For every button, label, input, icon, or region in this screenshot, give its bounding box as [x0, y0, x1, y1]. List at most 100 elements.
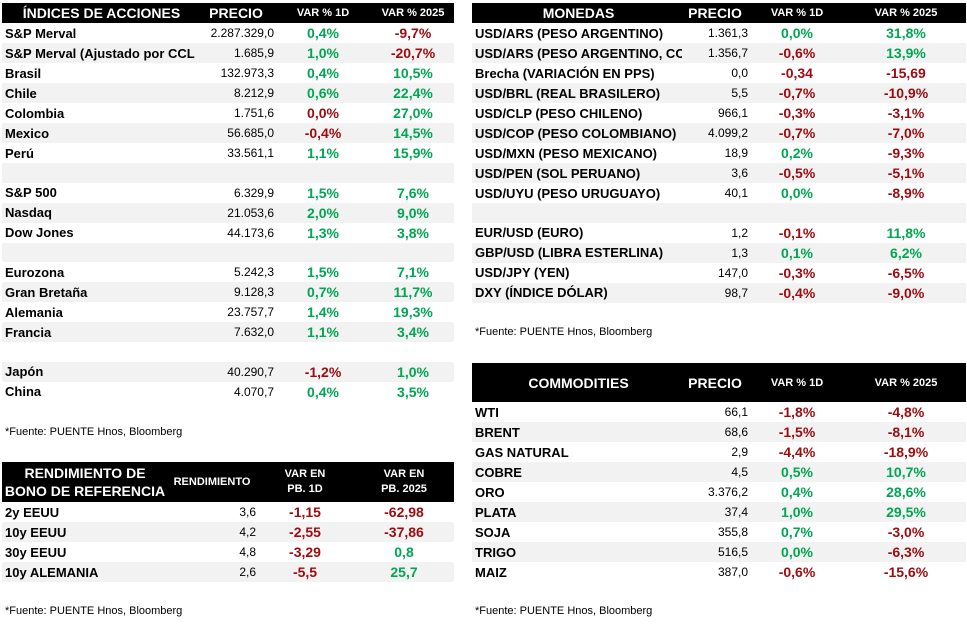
table-row: MAIZ 387,0 -0,6% -15,6%	[472, 562, 966, 582]
row-var-2025: 14,5%	[393, 125, 433, 141]
row-name: USD/PEN (SOL PERUANO)	[475, 165, 641, 181]
spacer-row	[2, 342, 454, 362]
row-var-2025: 13,9%	[886, 45, 926, 61]
table-row: Chile 8.212,9 0,6% 22,4%	[2, 83, 454, 103]
table-row: Gran Bretaña 9.128,3 0,7% 11,7%	[2, 282, 454, 302]
row-var-2025: -15,6%	[883, 564, 929, 580]
commodities-header: COMMODITIES PRECIO VAR % 1D VAR % 2025	[472, 363, 966, 402]
row-var-2025: 29,5%	[886, 504, 926, 520]
table-row: S&P Merval (Ajustado por CCL 1.685,9 1,0% -…	[2, 43, 454, 63]
table-row: USD/JPY (YEN) 147,0 -0,3% -6,5%	[472, 263, 966, 283]
row-var-1d: 1,4%	[307, 304, 339, 320]
row-name: S&P 500	[5, 185, 57, 200]
row-var-2025: 1,0%	[397, 363, 429, 380]
indices-title: ÍNDICES DE ACCIONES	[22, 5, 181, 21]
row-value: 1.751,6	[233, 106, 274, 120]
row-value: 4.070,7	[233, 384, 274, 399]
row-name: Alemania	[5, 304, 63, 320]
monedas-panel: MONEDAS PRECIO VAR % 1D VAR % 2025 USD/A…	[472, 3, 966, 303]
row-name: USD/JPY (YEN)	[475, 265, 570, 280]
row-value: 4,8	[239, 545, 256, 559]
row-var-2025: -9,7%	[394, 25, 432, 41]
row-value: 21.053,6	[227, 205, 274, 220]
commodities-title: COMMODITIES	[528, 374, 629, 391]
row-var-2025: 10,7%	[886, 464, 926, 480]
monedas-title: MONEDAS	[542, 5, 615, 21]
bonos-var2025-line1: VAR EN	[383, 468, 425, 480]
monedas-source: *Fuente: PUENTE Hnos, Bloomberg	[475, 326, 653, 338]
monedas-header: MONEDAS PRECIO VAR % 1D VAR % 2025	[472, 3, 966, 23]
row-value: 40,1	[724, 186, 748, 200]
bonos-table-body: 2y EEUU 3,6 -1,15 -62,98 10y EEUU 4,2 -2,55 -37…	[2, 502, 454, 582]
row-name: COBRE	[475, 464, 522, 480]
row-var-2025: 27,0%	[393, 105, 433, 121]
row-value: 1,2	[731, 225, 748, 240]
row-var-2025: 7,1%	[397, 264, 429, 280]
indices-var2025-header: VAR % 2025	[381, 7, 445, 19]
row-name: USD/ARS (PESO ARGENTINO)	[475, 25, 664, 41]
row-var-1d: -0,4%	[778, 284, 816, 301]
row-value: 3,6	[731, 166, 748, 180]
row-var-1d: 0,6%	[307, 85, 339, 101]
row-value: 2.287.329,0	[210, 26, 274, 40]
row-value: 3,6	[239, 505, 256, 519]
table-row: China 4.070,7 0,4% 3,5%	[2, 382, 454, 402]
row-var-1d: -0,34	[781, 65, 813, 81]
row-var-2025: 19,3%	[393, 304, 433, 320]
row-var-2025: -6,5%	[887, 264, 925, 281]
table-row: Brecha (VARIACIÓN EN PPS) 0,0 -0,34 -15,69	[472, 63, 966, 83]
row-var-2025: -3,0%	[887, 524, 925, 540]
row-name: Brecha (VARIACIÓN EN PPS)	[475, 65, 655, 81]
row-value: 516,5	[717, 545, 748, 559]
bonos-rend-header: RENDIMIENTO	[173, 476, 251, 488]
commodities-var2025-header: VAR % 2025	[874, 376, 938, 389]
row-name: 2y EEUU	[5, 504, 60, 520]
row-var-1d: 0,0%	[781, 544, 813, 560]
bonos-title-line2: BONO DE REFERENCIA	[4, 483, 166, 499]
row-var-2025: -8,9%	[887, 185, 925, 201]
row-name: 10y EEUU	[5, 524, 67, 540]
row-value: 1.685,9	[233, 46, 274, 60]
row-value: 387,0	[717, 565, 748, 579]
table-row: 30y EEUU 4,8 -3,29 0,8	[2, 542, 454, 562]
row-value: 355,8	[717, 525, 748, 539]
row-var-1d: -4,4%	[778, 444, 816, 460]
table-row: USD/MXN (PESO MEXICANO) 18,9 0,2% -9,3%	[472, 143, 966, 163]
row-value: 56.685,0	[227, 126, 274, 140]
row-var-2025: -10,9%	[883, 85, 929, 101]
row-name: Eurozona	[5, 264, 65, 280]
row-var-1d: -0,6%	[778, 45, 816, 61]
indices-var1d-header: VAR % 1D	[296, 7, 350, 19]
row-value: 4.099,2	[707, 126, 748, 140]
row-name: PLATA	[475, 504, 517, 520]
row-name: Mexico	[5, 125, 50, 141]
row-name: 30y EEUU	[5, 544, 67, 560]
row-name: TRIGO	[475, 544, 517, 560]
bonos-title-line1: RENDIMIENTO DE	[24, 465, 146, 481]
row-value: 68,6	[724, 425, 748, 439]
row-var-2025: -5,1%	[887, 165, 925, 181]
row-value: 132.973,3	[220, 66, 274, 80]
spacer-row	[2, 163, 454, 183]
row-var-1d: 0,1%	[781, 244, 813, 261]
row-var-1d: 0,7%	[307, 284, 339, 300]
row-var-2025: 31,8%	[886, 25, 926, 41]
table-row: DXY (ÍNDICE DÓLAR) 98,7 -0,4% -9,0%	[472, 282, 966, 303]
commodities-var1d-header: VAR % 1D	[770, 376, 824, 389]
table-row: BRENT 68,6 -1,5% -8,1%	[472, 422, 966, 442]
table-row: Nasdaq 21.053,6 2,0% 9,0%	[2, 202, 454, 223]
row-var-2025: -8,1%	[887, 424, 925, 440]
bonos-var1d-line1: VAR EN	[284, 468, 326, 480]
row-var-1d: -1,5%	[778, 424, 816, 440]
row-name: S&P Merval	[5, 25, 77, 41]
row-var-2025: 7,6%	[397, 184, 429, 201]
row-value: 2,9	[731, 445, 748, 459]
row-var-1d: 0,2%	[781, 145, 813, 161]
row-var-2025: -15,69	[886, 65, 926, 81]
row-var-1d: 0,4%	[307, 25, 339, 41]
commodities-source: *Fuente: PUENTE Hnos, Bloomberg	[475, 605, 653, 617]
table-row: USD/CLP (PESO CHILENO) 966,1 -0,3% -3,1%	[472, 103, 966, 123]
table-row: Mexico 56.685,0 -0,4% 14,5%	[2, 123, 454, 143]
table-row: EUR/USD (EURO) 1,2 -0,1% 11,8%	[472, 223, 966, 243]
row-var-1d: 0,4%	[307, 65, 339, 81]
